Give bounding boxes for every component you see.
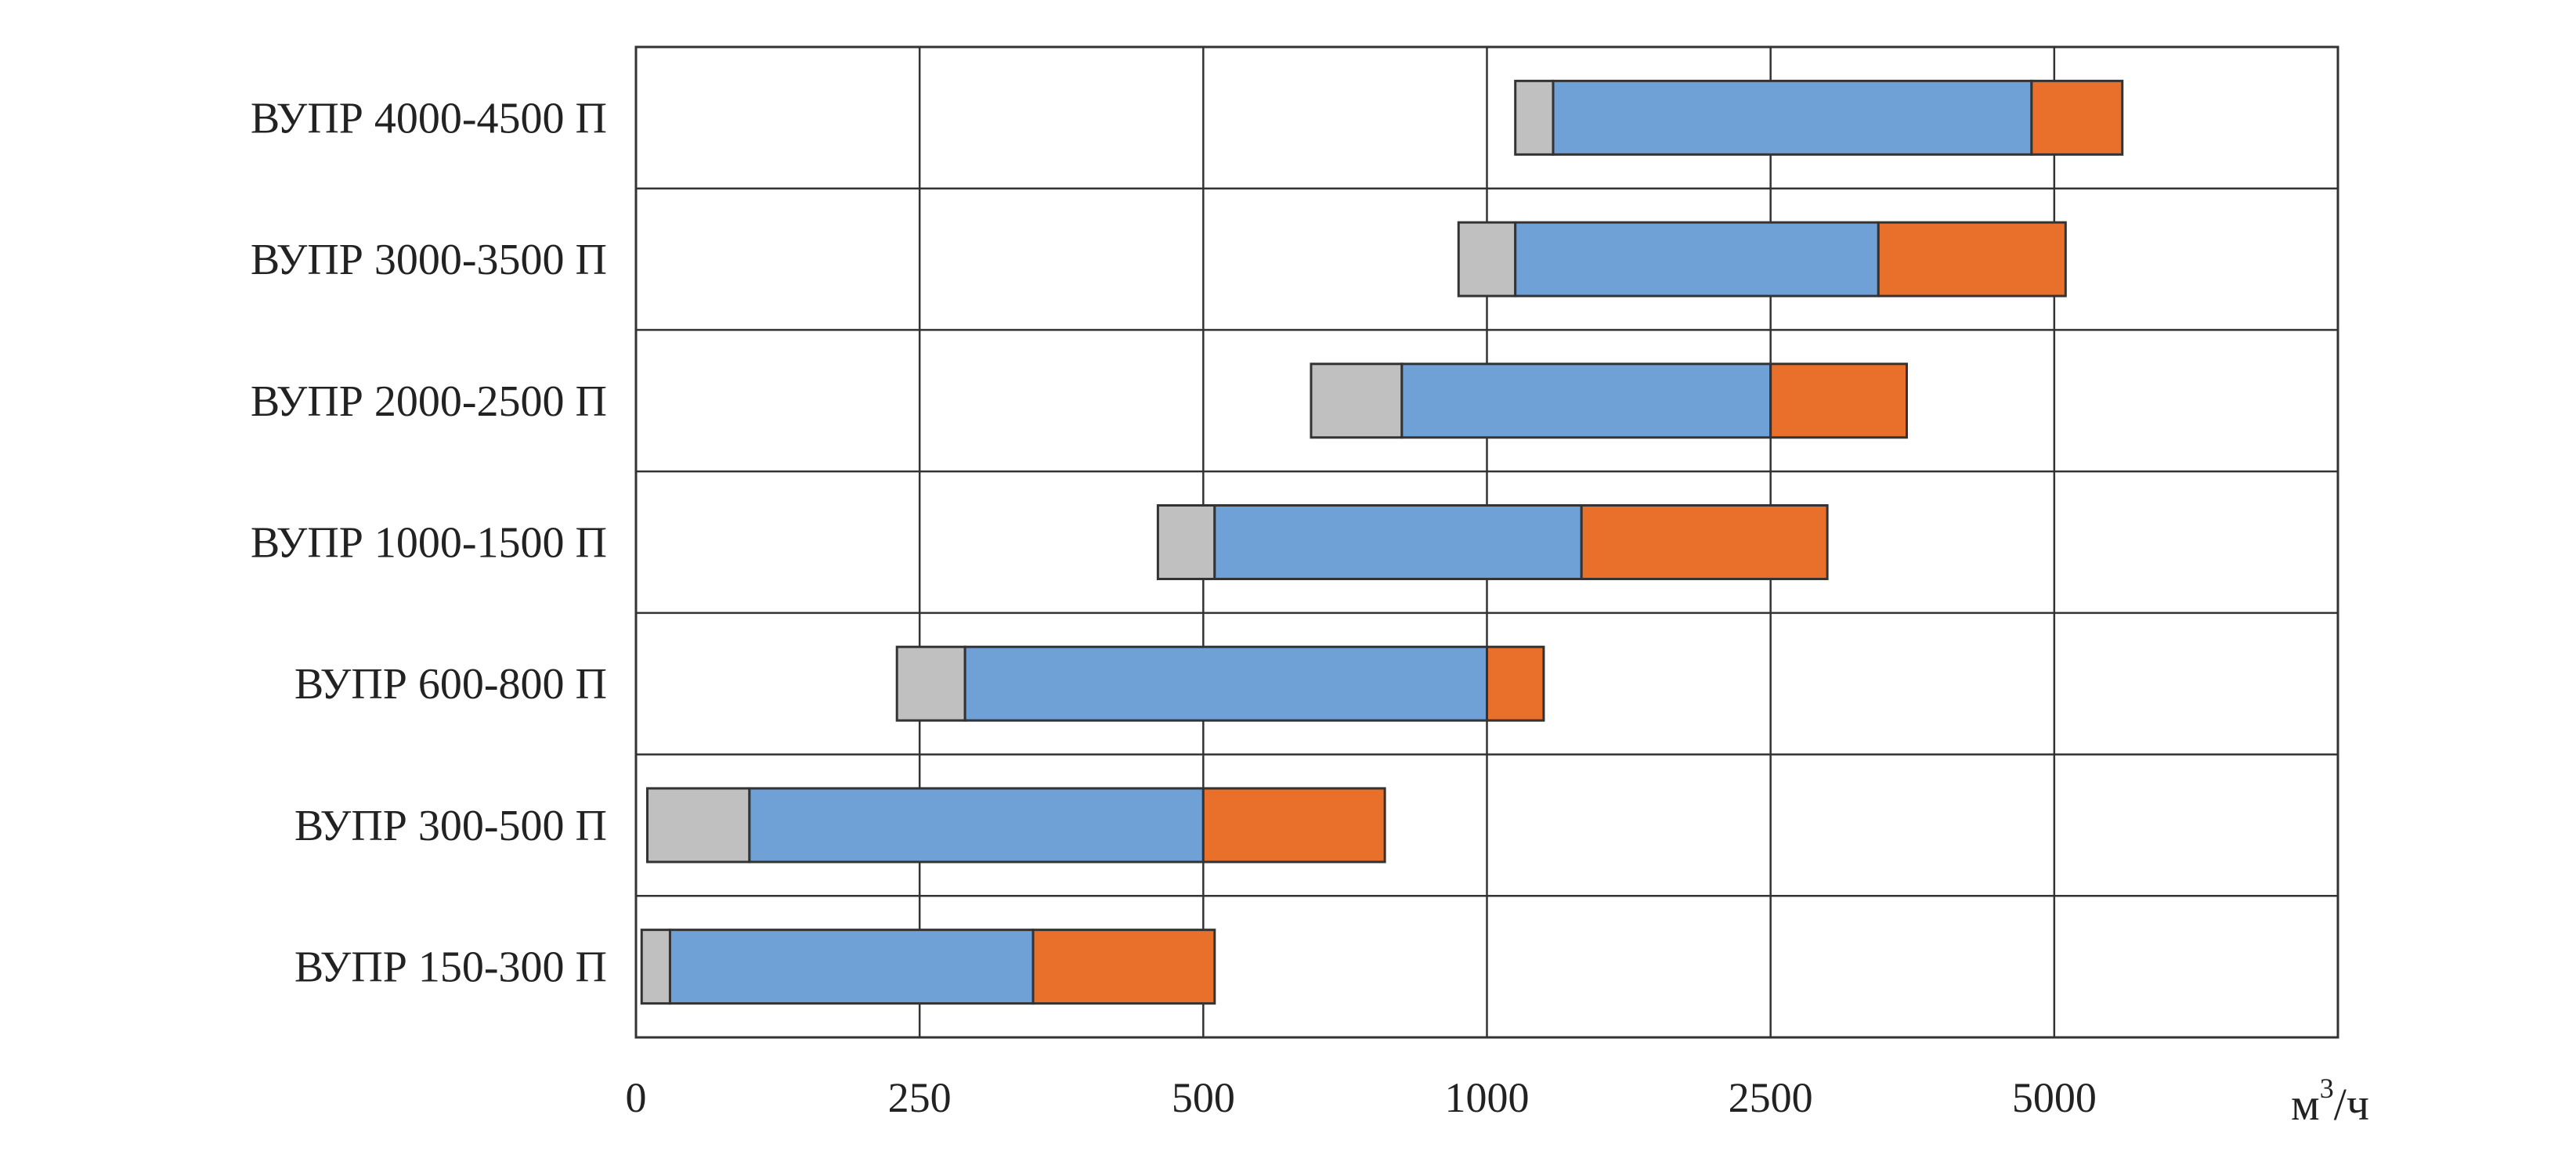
grid — [634, 45, 2339, 1039]
bar-segment — [1310, 362, 1404, 439]
x-tick-label: 5000 — [2012, 1074, 2097, 1121]
bar-segment — [1031, 929, 1216, 1005]
category-labels: ВУПР 4000-4500 П ВУПР 3000-3500 П ВУПР 200… — [251, 94, 607, 991]
category-label: ВУПР 1000-1500 П — [251, 519, 607, 568]
bar-segment — [1400, 362, 1772, 439]
bar-segment — [1514, 221, 1880, 298]
bar-segment — [1156, 504, 1216, 580]
category-label: ВУПР 300-500 П — [294, 802, 607, 850]
bars — [640, 79, 2124, 1005]
bar-segment — [2030, 79, 2124, 156]
category-label: ВУПР 150-300 П — [294, 943, 607, 992]
category-label: ВУПР 4000-4500 П — [251, 94, 607, 142]
bar-segment — [1514, 79, 1555, 156]
bar-segment — [645, 787, 751, 864]
category-label: ВУПР 2000-2500 П — [251, 377, 607, 426]
x-unit-rest: /ч — [2334, 1079, 2369, 1130]
x-tick-label: 500 — [1172, 1074, 1235, 1121]
bar-segment — [1552, 79, 2033, 156]
bar-segment — [1457, 221, 1517, 298]
x-tick-label: 1000 — [1445, 1074, 1530, 1121]
x-unit-sup: 3 — [2320, 1073, 2334, 1104]
bar-segment — [748, 787, 1205, 864]
x-tick-label: 2500 — [1729, 1074, 1813, 1121]
x-unit-label: м3/ч — [2291, 1073, 2369, 1130]
bar-segment — [895, 645, 966, 722]
category-label: ВУПР 600-800 П — [294, 660, 607, 709]
bar-segment — [1213, 504, 1583, 580]
bar-segment — [1201, 787, 1386, 864]
x-unit-base: м — [2291, 1079, 2320, 1130]
x-tick-labels: 0 250 500 1000 2500 5000 — [626, 1074, 2097, 1121]
bar-segment — [1580, 504, 1829, 580]
bar-segment — [963, 645, 1488, 722]
x-tick-label: 250 — [888, 1074, 952, 1121]
bar-segment — [640, 929, 671, 1005]
x-tick-label: 0 — [626, 1074, 647, 1121]
bar-segment — [1877, 221, 2067, 298]
bar-segment — [1486, 645, 1545, 722]
category-label: ВУПР 3000-3500 П — [251, 236, 607, 284]
bar-segment — [1769, 362, 1909, 439]
bar-segment — [668, 929, 1035, 1005]
